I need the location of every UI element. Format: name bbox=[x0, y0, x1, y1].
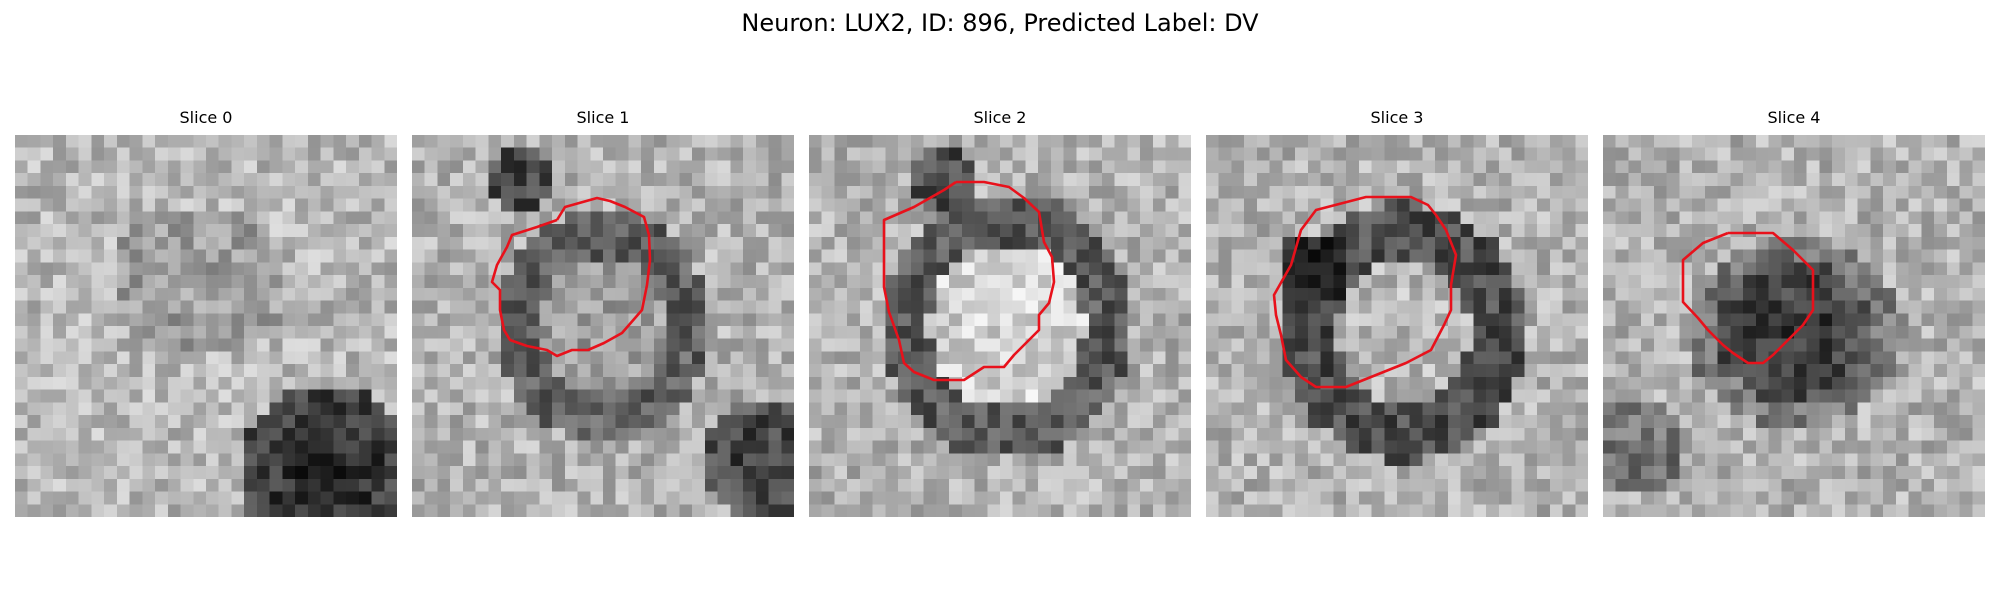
slice-4-panel bbox=[1603, 135, 1985, 517]
slice-0-title: Slice 0 bbox=[179, 108, 233, 127]
slice-4-title: Slice 4 bbox=[1767, 108, 1821, 127]
slice-3-image bbox=[1206, 135, 1588, 517]
slice-1-contour bbox=[490, 196, 652, 358]
slice-3-contour-overlay bbox=[1272, 195, 1458, 389]
slice-4-contour-overlay bbox=[1681, 231, 1815, 365]
slice-2-panel bbox=[809, 135, 1191, 517]
slice-3-panel bbox=[1206, 135, 1588, 517]
slice-0-image bbox=[15, 135, 397, 517]
slice-1-contour-overlay bbox=[490, 196, 652, 358]
slice-2-contour bbox=[882, 180, 1056, 382]
figure-title: Neuron: LUX2, ID: 896, Predicted Label: … bbox=[741, 9, 1259, 37]
slice-0-panel bbox=[15, 135, 397, 517]
slice-1-panel bbox=[412, 135, 794, 517]
slice-4-contour bbox=[1681, 231, 1815, 365]
slice-3-contour bbox=[1272, 195, 1458, 389]
slice-4-image bbox=[1603, 135, 1985, 517]
slice-1-title: Slice 1 bbox=[576, 108, 630, 127]
slice-2-contour-overlay bbox=[882, 180, 1056, 382]
slice-2-title: Slice 2 bbox=[973, 108, 1027, 127]
slice-2-image bbox=[809, 135, 1191, 517]
slice-3-title: Slice 3 bbox=[1370, 108, 1424, 127]
